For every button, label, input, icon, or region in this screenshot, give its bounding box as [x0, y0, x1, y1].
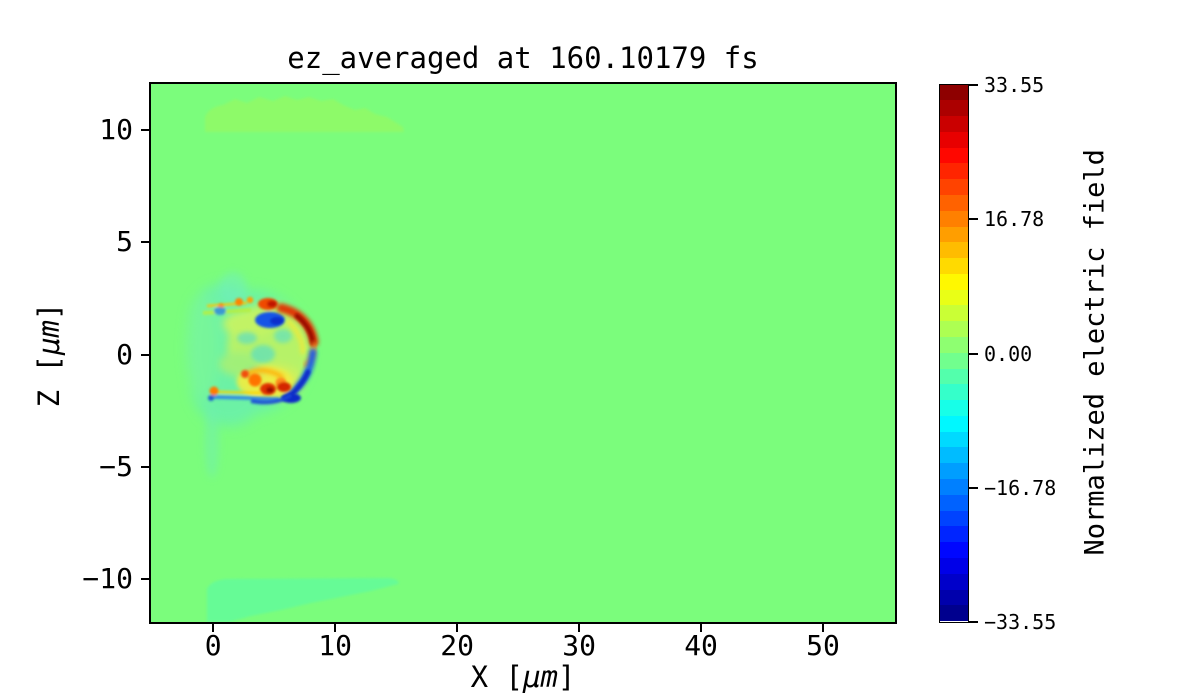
colorbar-band: [939, 384, 968, 401]
lower-channel-patch: [207, 578, 399, 622]
y-tick-label: −5: [99, 450, 133, 483]
x-tick-label: 20: [440, 629, 474, 662]
colorbar-band: [939, 589, 968, 606]
y-tick-mark: [141, 129, 149, 132]
y-tick-label: −10: [82, 562, 133, 596]
x-tick-label: 50: [806, 629, 840, 662]
x-axis-label-math: μm: [523, 660, 558, 694]
bubble-bottom-sheath: [208, 386, 293, 405]
bubble-front-arcs: [276, 303, 319, 398]
colorbar-band: [939, 337, 968, 353]
colorbar-band: [939, 605, 968, 622]
colorbar-tick-mark: [969, 621, 978, 623]
x-tick-mark: [578, 624, 581, 632]
colorbar: [938, 83, 969, 623]
x-axis-label-post: ]: [557, 660, 576, 694]
colorbar-tick-label: 0.00: [984, 341, 1033, 366]
colorbar-band: [939, 431, 968, 448]
colorbar-band: [939, 510, 968, 527]
colorbar-band: [939, 557, 968, 574]
colorbar-band: [939, 116, 968, 132]
colorbar-band: [939, 526, 968, 543]
colorbar-band: [939, 463, 968, 480]
colorbar-band: [939, 242, 968, 259]
x-tick-label: 0: [204, 629, 222, 662]
colorbar-band: [939, 179, 968, 195]
y-tick-mark: [141, 241, 149, 244]
colorbar-tick-label: 33.55: [984, 73, 1045, 97]
y-tick-label: 0: [116, 337, 133, 371]
y-axis-label-post: ]: [32, 302, 66, 321]
colorbar-band: [939, 226, 968, 243]
colorbar-band: [939, 447, 968, 464]
colorbar-band: [939, 494, 968, 511]
x-tick-mark: [212, 624, 215, 632]
x-tick-mark: [334, 624, 337, 632]
bubble-faint-streaks: [205, 272, 247, 478]
upper-channel-patch: [205, 96, 404, 132]
colorbar-tick-label: 16.78: [984, 207, 1045, 232]
colorbar-band: [939, 352, 968, 369]
colorbar-band: [939, 210, 968, 227]
y-tick-mark: [141, 578, 149, 581]
colorbar-band: [939, 194, 968, 211]
y-tick-label: 10: [99, 113, 133, 147]
colorbar-band: [939, 100, 968, 117]
y-axis-label-math: μm: [32, 320, 66, 355]
colorbar-tick-label: −33.55: [984, 610, 1057, 634]
colorbar-band: [939, 321, 968, 337]
x-tick-label: 40: [684, 629, 718, 662]
x-axis-label-pre: X [: [470, 660, 523, 694]
x-tick-label: 10: [318, 629, 353, 662]
colorbar-band: [939, 573, 968, 590]
colorbar-band: [939, 479, 968, 495]
plot-title: ez_averaged at 160.10179 fs: [287, 41, 759, 75]
colorbar-band: [939, 131, 968, 148]
y-tick-mark: [141, 353, 149, 356]
y-axis-label-pre: Z [: [32, 355, 66, 408]
x-tick-mark: [822, 624, 825, 632]
colorbar-band: [939, 147, 968, 164]
x-axis-label: X [μm]: [151, 660, 895, 694]
bubble-top-sheath: [202, 296, 285, 328]
y-tick-mark: [141, 466, 149, 468]
colorbar-tick-mark: [969, 218, 978, 221]
y-tick-label: 5: [116, 225, 133, 259]
y-axis-label: Z [μm]: [32, 175, 66, 535]
colorbar-tick-mark: [969, 486, 978, 489]
x-tick-label: 30: [562, 629, 596, 662]
colorbar-band: [939, 415, 968, 432]
colorbar-band: [939, 368, 968, 385]
plot-area: [149, 82, 897, 624]
colorbar-tick-mark: [969, 352, 978, 355]
colorbar-tick-mark: [969, 84, 978, 86]
colorbar-label: Normalized electric field: [1079, 149, 1111, 556]
x-tick-mark: [700, 624, 703, 632]
colorbar-band: [939, 258, 968, 274]
heatmap-canvas: [151, 84, 895, 622]
bubble-bottom-blobs: [241, 370, 301, 403]
colorbar-band: [939, 273, 968, 290]
colorbar-band: [939, 305, 968, 322]
colorbar-band: [939, 400, 968, 416]
colorbar-band: [939, 289, 968, 306]
colorbar-band: [939, 163, 968, 180]
colorbar-band: [939, 84, 968, 101]
x-tick-mark: [456, 624, 459, 632]
colorbar-band: [939, 542, 968, 558]
colorbar-tick-label: −16.78: [984, 475, 1057, 500]
wakefield-bubble: [187, 272, 319, 478]
